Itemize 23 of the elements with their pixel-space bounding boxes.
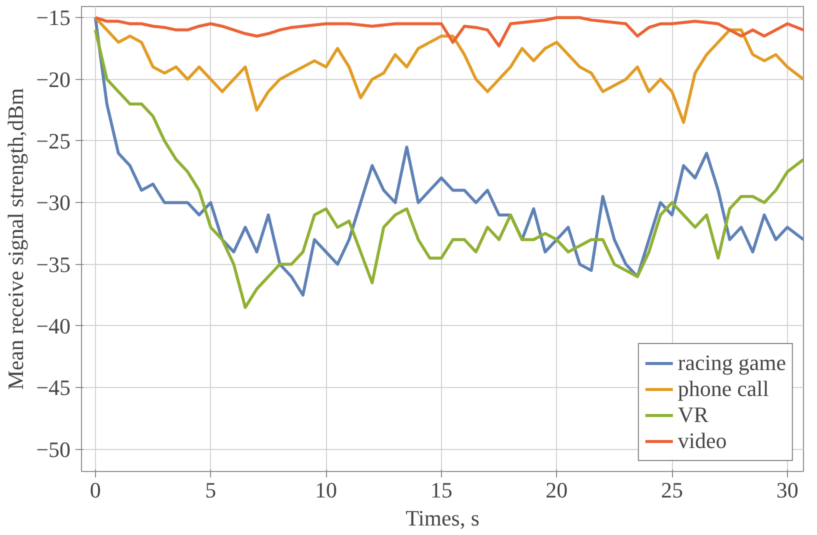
y-tick-label: −40 bbox=[36, 313, 71, 338]
x-tick-label: 30 bbox=[776, 478, 798, 502]
y-tick-label: −20 bbox=[36, 66, 71, 92]
legend-label: racing game bbox=[678, 350, 786, 376]
x-tick-label: 15 bbox=[430, 478, 452, 502]
y-tick-label: −50 bbox=[36, 436, 71, 462]
legend-label: video bbox=[678, 428, 727, 454]
y-tick-label: −35 bbox=[36, 252, 71, 277]
legend-label: phone call bbox=[678, 376, 769, 402]
y-axis-title: Mean receive signal strength,dBm bbox=[3, 88, 28, 390]
x-tick-label: 25 bbox=[661, 478, 684, 502]
y-tick-label: −30 bbox=[36, 190, 71, 216]
y-tick-label: −45 bbox=[36, 375, 71, 400]
x-tick-label: 10 bbox=[315, 478, 338, 502]
y-tick-label: −25 bbox=[36, 128, 71, 154]
x-axis-title: Times, s bbox=[406, 506, 480, 530]
legend-label: VR bbox=[678, 402, 708, 428]
line-series bbox=[94, 16, 804, 124]
x-tick-label: 0 bbox=[90, 478, 101, 502]
line-series bbox=[94, 16, 804, 48]
x-tick-label: 20 bbox=[546, 478, 568, 502]
x-tick-label: 5 bbox=[205, 478, 216, 502]
y-tick-label: −15 bbox=[36, 5, 71, 30]
